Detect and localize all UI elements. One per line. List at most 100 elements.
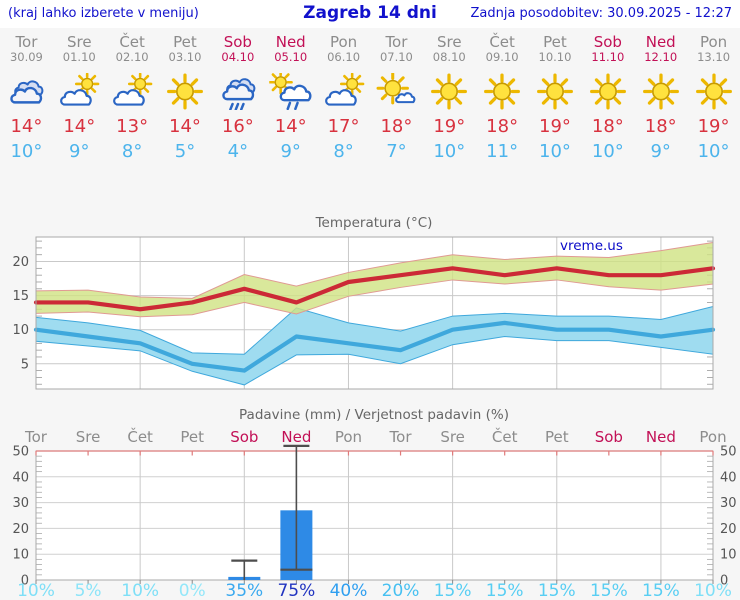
rain-icon bbox=[216, 73, 260, 110]
precip-probability: 15% bbox=[434, 581, 472, 600]
day-name: Tor bbox=[385, 33, 408, 51]
day-date: 10.10 bbox=[538, 50, 572, 65]
day-date: 09.10 bbox=[485, 50, 519, 65]
forecast-day-column: Sre 08.10 19° 10° bbox=[423, 28, 476, 212]
sunny-icon bbox=[639, 73, 683, 110]
min-temperature: 7° bbox=[386, 141, 407, 163]
day-name: Tor bbox=[15, 33, 38, 51]
precip-probability: 20% bbox=[382, 581, 420, 600]
max-temperature: 16° bbox=[221, 116, 254, 138]
sunny-icon bbox=[427, 73, 471, 110]
partly-cloudy-icon bbox=[322, 73, 366, 110]
precip-day-label: Čet bbox=[127, 427, 153, 446]
max-temperature: 19° bbox=[539, 116, 571, 138]
forecast-day-column: Sob 04.10 16° 4° bbox=[211, 28, 264, 212]
day-name: Čet bbox=[489, 33, 515, 51]
precip-probability: 15% bbox=[486, 581, 524, 600]
precip-probability: 0% bbox=[179, 581, 206, 600]
max-temperature: 17° bbox=[327, 116, 360, 138]
day-date: 12.10 bbox=[644, 50, 678, 65]
watermark-link[interactable]: vreme.us bbox=[560, 238, 623, 254]
precip-y-tick-right: 10 bbox=[720, 548, 737, 563]
forecast-day-column: Sob 11.10 18° 10° bbox=[581, 28, 634, 212]
precip-y-tick-right: 40 bbox=[720, 470, 737, 485]
day-name: Sob bbox=[593, 33, 622, 51]
page-title: Zagreb 14 dni bbox=[303, 3, 437, 23]
precip-day-label: Čet bbox=[492, 427, 518, 446]
day-date: 01.10 bbox=[62, 50, 96, 65]
day-name: Pet bbox=[173, 33, 197, 51]
min-temperature: 10° bbox=[433, 141, 466, 163]
min-temperature: 11° bbox=[486, 141, 519, 163]
max-temperature: 18° bbox=[591, 116, 624, 138]
precip-y-tick-left: 20 bbox=[12, 522, 29, 537]
sunny-icon bbox=[586, 73, 630, 110]
partly-cloudy-icon bbox=[57, 73, 101, 110]
precip-probability: 5% bbox=[75, 581, 102, 600]
min-temperature: 10° bbox=[539, 141, 571, 163]
min-temperature: 8° bbox=[333, 141, 354, 163]
forecast-strip: Tor 30.09 14° 10° Sre 01.10 14° 9° Čet 02.10 13° 8°… bbox=[0, 28, 740, 212]
min-temperature: 4° bbox=[227, 141, 249, 163]
max-temperature: 19° bbox=[433, 116, 466, 138]
day-name: Sob bbox=[223, 33, 252, 51]
precip-day-label: Pon bbox=[699, 428, 726, 446]
forecast-day-column: Ned 05.10 14° 9° bbox=[264, 28, 317, 212]
min-temperature: 10° bbox=[591, 141, 624, 163]
max-temperature: 18° bbox=[486, 116, 519, 138]
temp-y-tick: 20 bbox=[12, 255, 29, 270]
temp-y-tick: 10 bbox=[12, 323, 29, 338]
precip-probability: 75% bbox=[277, 581, 315, 600]
day-date: 11.10 bbox=[591, 50, 625, 65]
sunny-icon bbox=[692, 73, 736, 110]
day-name: Sre bbox=[436, 33, 462, 51]
cloudy-icon bbox=[4, 73, 48, 110]
day-name: Ned bbox=[645, 33, 676, 51]
sunny-icon bbox=[480, 73, 524, 110]
precip-y-tick-right: 30 bbox=[720, 496, 737, 511]
forecast-day-column: Čet 02.10 13° 8° bbox=[106, 28, 159, 212]
day-name: Ned bbox=[275, 33, 306, 51]
precip-day-label: Tor bbox=[389, 428, 413, 446]
day-date: 30.09 bbox=[9, 50, 43, 65]
precip-y-tick-left: 0 bbox=[21, 574, 29, 589]
precip-probability: 15% bbox=[642, 581, 680, 600]
precip-y-tick-left: 50 bbox=[12, 445, 29, 460]
precip-day-label: Pon bbox=[335, 428, 362, 446]
min-temperature: 10° bbox=[10, 141, 43, 163]
forecast-day-column: Pon 13.10 19° 10° bbox=[687, 28, 740, 212]
max-temperature: 18° bbox=[380, 116, 413, 138]
max-temperature: 13° bbox=[116, 116, 149, 138]
precip-day-label: Sre bbox=[76, 428, 101, 446]
min-temperature: 10° bbox=[697, 141, 730, 163]
day-date: 05.10 bbox=[274, 50, 308, 65]
precip-y-tick-right: 0 bbox=[720, 574, 728, 589]
location-menu-note[interactable]: (kraj lahko izberete v meniju) bbox=[8, 6, 199, 21]
day-name: Pet bbox=[543, 33, 567, 51]
day-date: 13.10 bbox=[697, 50, 731, 65]
precip-day-label: Ned bbox=[646, 428, 676, 446]
temp-chart-title: Temperatura (°C) bbox=[315, 215, 433, 231]
precip-y-tick-right: 50 bbox=[720, 445, 737, 460]
min-temperature: 5° bbox=[174, 141, 196, 163]
header: (kraj lahko izberete v meniju) Zagreb 14… bbox=[0, 0, 740, 28]
precip-probability: 40% bbox=[330, 581, 368, 600]
day-name: Čet bbox=[119, 33, 145, 51]
max-temperature: 14° bbox=[10, 116, 43, 138]
min-temp-line bbox=[33, 320, 716, 373]
max-temperature: 14° bbox=[63, 116, 96, 138]
precip-probability: 15% bbox=[590, 581, 628, 600]
min-temperature: 9° bbox=[69, 141, 90, 163]
temp-y-tick: 15 bbox=[12, 289, 29, 304]
precip-day-label: Tor bbox=[24, 428, 48, 446]
min-temperature: 8° bbox=[121, 141, 143, 163]
precip-y-tick-left: 40 bbox=[12, 470, 29, 485]
precip-day-label: Sre bbox=[440, 428, 465, 446]
mostly-sunny-icon bbox=[374, 73, 418, 110]
day-date: 06.10 bbox=[327, 50, 361, 65]
day-date: 04.10 bbox=[221, 50, 255, 65]
partly-cloudy-icon bbox=[110, 73, 154, 110]
day-name: Pon bbox=[329, 33, 358, 51]
precip-y-tick-right: 20 bbox=[720, 522, 737, 537]
